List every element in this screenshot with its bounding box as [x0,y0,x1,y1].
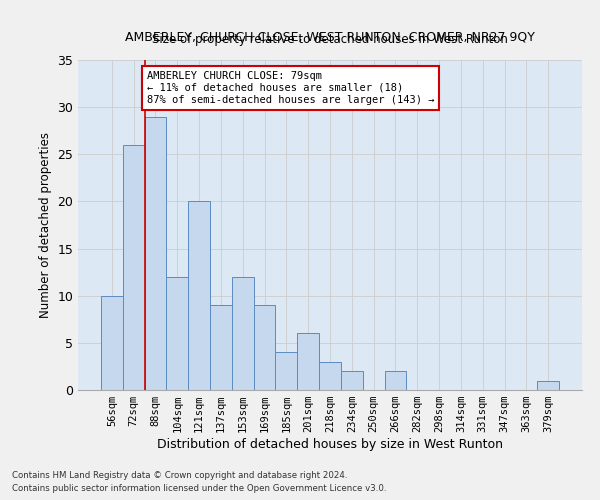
Y-axis label: Number of detached properties: Number of detached properties [39,132,52,318]
Bar [297,334,319,390]
Text: Contains public sector information licensed under the Open Government Licence v3: Contains public sector information licen… [12,484,386,493]
Bar [166,277,188,390]
Bar [101,296,123,390]
Bar [210,305,232,390]
Bar [341,371,363,390]
Bar [145,116,166,390]
Text: Contains HM Land Registry data © Crown copyright and database right 2024.: Contains HM Land Registry data © Crown c… [12,470,347,480]
Bar [275,352,297,390]
Bar [537,380,559,390]
X-axis label: Distribution of detached houses by size in West Runton: Distribution of detached houses by size … [157,438,503,451]
Bar [254,305,275,390]
Bar [123,145,145,390]
Bar [188,202,210,390]
Title: AMBERLEY, CHURCH CLOSE, WEST RUNTON, CROMER, NR27 9QY: AMBERLEY, CHURCH CLOSE, WEST RUNTON, CRO… [125,30,535,44]
Bar [385,371,406,390]
Bar [319,362,341,390]
Bar [232,277,254,390]
Text: AMBERLEY CHURCH CLOSE: 79sqm
← 11% of detached houses are smaller (18)
87% of se: AMBERLEY CHURCH CLOSE: 79sqm ← 11% of de… [147,72,434,104]
Text: Size of property relative to detached houses in West Runton: Size of property relative to detached ho… [152,32,508,46]
